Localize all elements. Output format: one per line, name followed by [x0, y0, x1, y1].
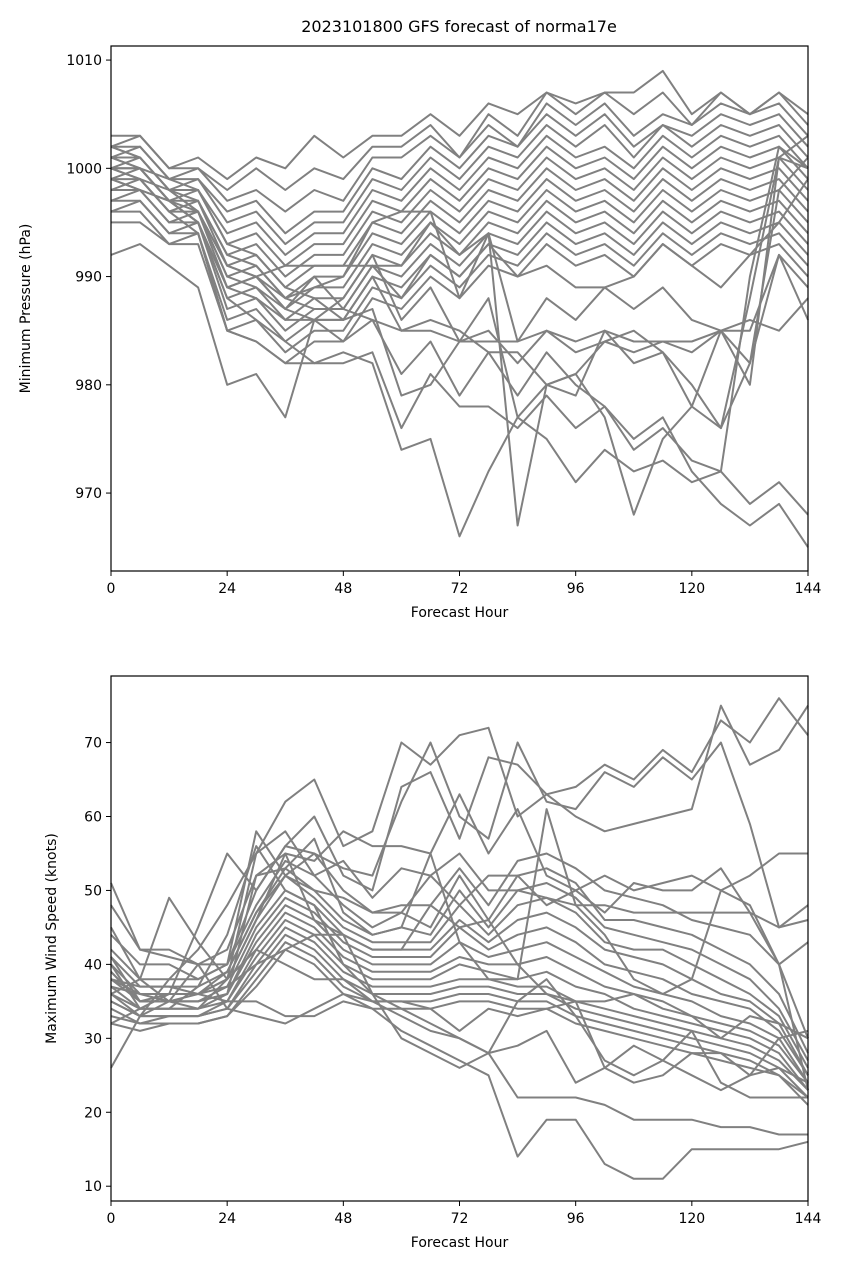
wind-series-line-7 — [110, 859, 809, 1054]
pressure-series-line-26 — [111, 167, 809, 343]
pressure-x-tick-label: 0 — [107, 581, 116, 597]
wind-y-tick-label: 50 — [84, 883, 102, 899]
pressure-x-tick-label: 96 — [567, 581, 585, 597]
pressure-series-line-24 — [110, 145, 809, 538]
pressure-panel: 0 24 48 72 96 120 144 970 980 990 1000 1010 Forecast… — [18, 45, 822, 621]
pressure-series-line-5 — [111, 124, 809, 246]
wind-y-tick-label: 70 — [84, 736, 102, 752]
pressure-x-tick-label: 120 — [678, 581, 705, 597]
wind-y-tick-label: 40 — [84, 957, 102, 973]
wind-series-line-4 — [110, 793, 809, 966]
pressure-y-tick-label: 990 — [75, 270, 102, 286]
wind-series-line-21 — [110, 808, 808, 1003]
wind-x-axis-label: Forecast Hour — [411, 1235, 509, 1251]
wind-x-tick-label: 72 — [451, 1211, 469, 1227]
wind-x-tick-label: 144 — [795, 1211, 822, 1227]
pressure-y-tick-label: 970 — [75, 486, 102, 502]
wind-series-line-16 — [110, 933, 809, 1099]
pressure-series-line-13 — [111, 199, 809, 332]
pressure-x-axis-label: Forecast Hour — [411, 605, 509, 621]
wind-x-tick-label: 96 — [567, 1211, 585, 1227]
pressure-x-tick-label: 72 — [451, 581, 469, 597]
wind-series-line-2 — [110, 704, 809, 1025]
pressure-x-tick-label: 144 — [795, 581, 822, 597]
wind-x-tick-label: 120 — [678, 1211, 705, 1227]
pressure-series-line-1 — [111, 69, 809, 181]
pressure-y-tick-label: 1010 — [66, 53, 102, 69]
figure-title: 2023101800 GFS forecast of norma17e — [301, 17, 617, 36]
pressure-series-line-25 — [110, 134, 809, 527]
wind-series-line-15 — [110, 926, 809, 1091]
wind-x-tick-label: 24 — [218, 1211, 236, 1227]
pressure-axes-frame — [110, 45, 809, 572]
pressure-series-line-3 — [111, 102, 809, 213]
pressure-series-line-23 — [110, 178, 809, 548]
wind-panel: 0 24 48 72 96 120 144 10 20 30 40 50 60 70 Forecast Ho… — [44, 675, 822, 1251]
wind-series-line-23 — [110, 852, 809, 1092]
wind-series-line-24 — [110, 948, 809, 1084]
pressure-series-line-6 — [110, 134, 809, 256]
pressure-y-tick-label: 980 — [75, 378, 102, 394]
pressure-series-line-22 — [110, 156, 809, 516]
pressure-x-tick-label: 24 — [218, 581, 236, 597]
wind-y-tick-label: 60 — [84, 809, 102, 825]
wind-y-tick-label: 10 — [84, 1179, 102, 1195]
wind-y-tick-label: 20 — [84, 1105, 102, 1121]
wind-series-line-25 — [110, 874, 809, 1091]
pressure-series-group — [110, 69, 809, 548]
wind-x-tick-label: 48 — [334, 1211, 352, 1227]
pressure-y-axis-label: Minimum Pressure (hPa) — [18, 224, 34, 394]
wind-series-line-26 — [110, 904, 809, 1040]
wind-series-group — [110, 697, 809, 1180]
wind-series-line-20 — [110, 978, 809, 1180]
wind-y-axis-label: Maximum Wind Speed (knots) — [44, 833, 60, 1044]
wind-series-line-1 — [110, 697, 809, 1069]
wind-series-line-10 — [110, 889, 809, 1076]
pressure-x-tick-label: 48 — [334, 581, 352, 597]
pressure-series-line-4 — [110, 113, 809, 235]
wind-x-tick-label: 0 — [107, 1211, 116, 1227]
wind-y-tick-label: 30 — [84, 1031, 102, 1047]
pressure-series-line-2 — [110, 91, 809, 191]
pressure-y-tick-label: 1000 — [66, 161, 102, 177]
wind-series-line-22 — [110, 845, 808, 1099]
pressure-series-line-21 — [110, 145, 809, 516]
